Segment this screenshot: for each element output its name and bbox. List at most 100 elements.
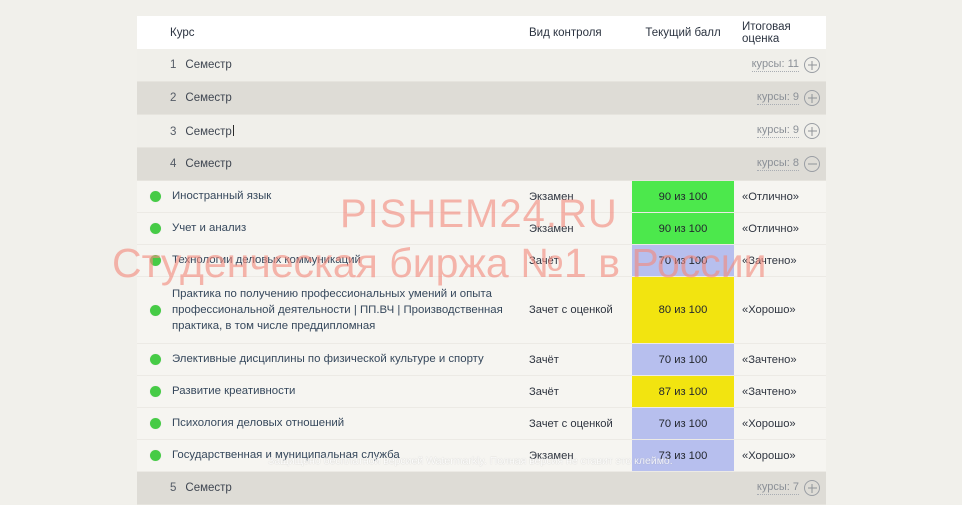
course-row[interactable]: Учет и анализ Экзамен 90 из 100 «Отлично»	[137, 213, 826, 245]
plus-circle-icon[interactable]	[804, 123, 820, 139]
course-cell: Элективные дисциплины по физической куль…	[137, 344, 529, 375]
course-cell: Практика по получению профессиональных у…	[137, 277, 529, 343]
semester-row-actions: курсы: 7	[756, 472, 820, 504]
course-cell: Государственная и муниципальная служба	[137, 440, 529, 471]
column-header-control-type: Вид контроля	[529, 26, 602, 39]
column-header-final-grade: Итоговая оценка	[742, 20, 791, 45]
course-name: Технологии деловых коммуникаций	[172, 254, 361, 266]
semester-number: 3	[170, 125, 177, 138]
current-score-cell: 90 из 100	[632, 181, 734, 212]
semester-number: 2	[170, 92, 177, 104]
control-type: Экзамен	[529, 222, 574, 235]
semester-label: 5 Семестр	[137, 482, 232, 494]
control-type: Зачет с оценкой	[529, 304, 613, 316]
control-type: Зачёт	[529, 353, 559, 366]
control-type: Зачёт	[529, 385, 559, 398]
final-grade: «Отлично»	[742, 222, 800, 235]
status-dot-icon	[150, 418, 161, 429]
courses-count-link[interactable]: курсы: 11	[751, 58, 799, 72]
course-cell: Учет и анализ	[137, 213, 529, 244]
control-type: Экзамен	[529, 449, 574, 462]
course-cell: Иностранный язык	[137, 181, 529, 212]
semester-label: 4 Семестр	[137, 158, 232, 170]
text-cursor	[232, 124, 234, 136]
semester-row[interactable]: 2 Семестр курсы: 9	[137, 82, 826, 115]
semester-word: Семестр	[185, 59, 232, 71]
plus-circle-icon[interactable]	[804, 480, 820, 496]
semester-number: 1	[170, 59, 177, 71]
semester-row[interactable]: 5 Семестр курсы: 7	[137, 472, 826, 505]
status-dot-icon	[150, 255, 161, 266]
status-dot-icon	[150, 450, 161, 461]
current-score-cell: 70 из 100	[632, 408, 734, 439]
semester-rows-bottom: 5 Семестр курсы: 7	[137, 472, 826, 505]
semester-word: Семестр	[185, 482, 232, 494]
final-grade: «Хорошо»	[742, 449, 796, 462]
course-name: Практика по получению профессиональных у…	[172, 288, 503, 332]
courses-count-link[interactable]: курсы: 9	[756, 124, 799, 138]
course-row[interactable]: Элективные дисциплины по физической куль…	[137, 344, 826, 376]
course-name: Развитие креативности	[172, 385, 296, 397]
column-header-current-score: Текущий балл	[645, 26, 721, 39]
semester-row-actions: курсы: 8	[756, 148, 820, 180]
table-header-row: Курс Вид контроля Текущий балл Итоговая …	[137, 16, 826, 49]
current-score-cell: 87 из 100	[632, 376, 734, 407]
final-grade: «Хорошо»	[742, 417, 796, 430]
semester-word: Семестр	[185, 158, 232, 170]
final-grade: «Зачтено»	[742, 254, 797, 267]
course-row[interactable]: Психология деловых отношений Зачет с оцен…	[137, 408, 826, 440]
status-dot-icon	[150, 354, 161, 365]
semester-number: 5	[170, 482, 177, 494]
status-dot-icon	[150, 191, 161, 202]
status-dot-icon	[150, 223, 161, 234]
final-grade: «Зачтено»	[742, 353, 797, 366]
semester-row[interactable]: 3 Семестр курсы: 9	[137, 115, 826, 148]
control-type: Зачет с оценкой	[529, 417, 613, 430]
semester-row[interactable]: 4 Семестр курсы: 8	[137, 148, 826, 181]
plus-circle-icon[interactable]	[804, 57, 820, 73]
current-score-cell: 73 из 100	[632, 440, 734, 471]
plus-circle-icon[interactable]	[804, 90, 820, 106]
course-rows: Иностранный язык Экзамен 90 из 100 «Отлично…	[137, 181, 826, 472]
course-name: Учет и анализ	[172, 222, 247, 234]
course-row[interactable]: Развитие креативности Зачёт 87 из 100 «Зачт…	[137, 376, 826, 408]
semester-row-actions: курсы: 11	[751, 49, 820, 81]
semester-row-actions: курсы: 9	[756, 115, 820, 147]
current-score-cell: 70 из 100	[632, 245, 734, 276]
semester-number: 4	[170, 158, 177, 170]
final-grade: «Зачтено»	[742, 385, 797, 398]
course-name: Элективные дисциплины по физической куль…	[172, 353, 484, 365]
course-row[interactable]: Технологии деловых коммуникаций Зачёт 70 и…	[137, 245, 826, 277]
final-grade: «Хорошо»	[742, 304, 796, 316]
semester-rows-top: 1 Семестр курсы: 11 2 Семестр курсы: 9 3 Семест…	[137, 49, 826, 181]
course-row[interactable]: Иностранный язык Экзамен 90 из 100 «Отлично…	[137, 181, 826, 213]
semester-label: 2 Семестр	[137, 92, 232, 104]
courses-count-link[interactable]: курсы: 9	[756, 91, 799, 105]
course-cell: Развитие креативности	[137, 376, 529, 407]
control-type: Зачёт	[529, 254, 559, 267]
semester-word: Семестр	[185, 124, 234, 138]
status-dot-icon	[150, 304, 161, 316]
course-name: Психология деловых отношений	[172, 417, 345, 429]
course-row[interactable]: Государственная и муниципальная служба Эк…	[137, 440, 826, 472]
semester-label: 1 Семестр	[137, 59, 232, 71]
courses-count-link[interactable]: курсы: 7	[756, 481, 799, 495]
semester-word: Семестр	[185, 92, 232, 104]
current-score-cell: 80 из 100	[632, 277, 734, 343]
course-name: Иностранный язык	[172, 190, 272, 202]
minus-circle-icon[interactable]	[804, 156, 820, 172]
course-cell: Технологии деловых коммуникаций	[137, 245, 529, 276]
course-cell: Психология деловых отношений	[137, 408, 529, 439]
semester-row[interactable]: 1 Семестр курсы: 11	[137, 49, 826, 82]
control-type: Экзамен	[529, 190, 574, 203]
final-grade: «Отлично»	[742, 190, 800, 203]
course-row[interactable]: Практика по получению профессиональных у…	[137, 277, 826, 344]
status-dot-icon	[150, 386, 161, 397]
course-name: Государственная и муниципальная служба	[172, 449, 400, 461]
current-score-cell: 70 из 100	[632, 344, 734, 375]
current-score-cell: 90 из 100	[632, 213, 734, 244]
semester-row-actions: курсы: 9	[756, 82, 820, 114]
semester-label: 3 Семестр	[137, 124, 234, 138]
courses-count-link[interactable]: курсы: 8	[756, 157, 799, 171]
grades-table: Курс Вид контроля Текущий балл Итоговая …	[137, 16, 826, 505]
